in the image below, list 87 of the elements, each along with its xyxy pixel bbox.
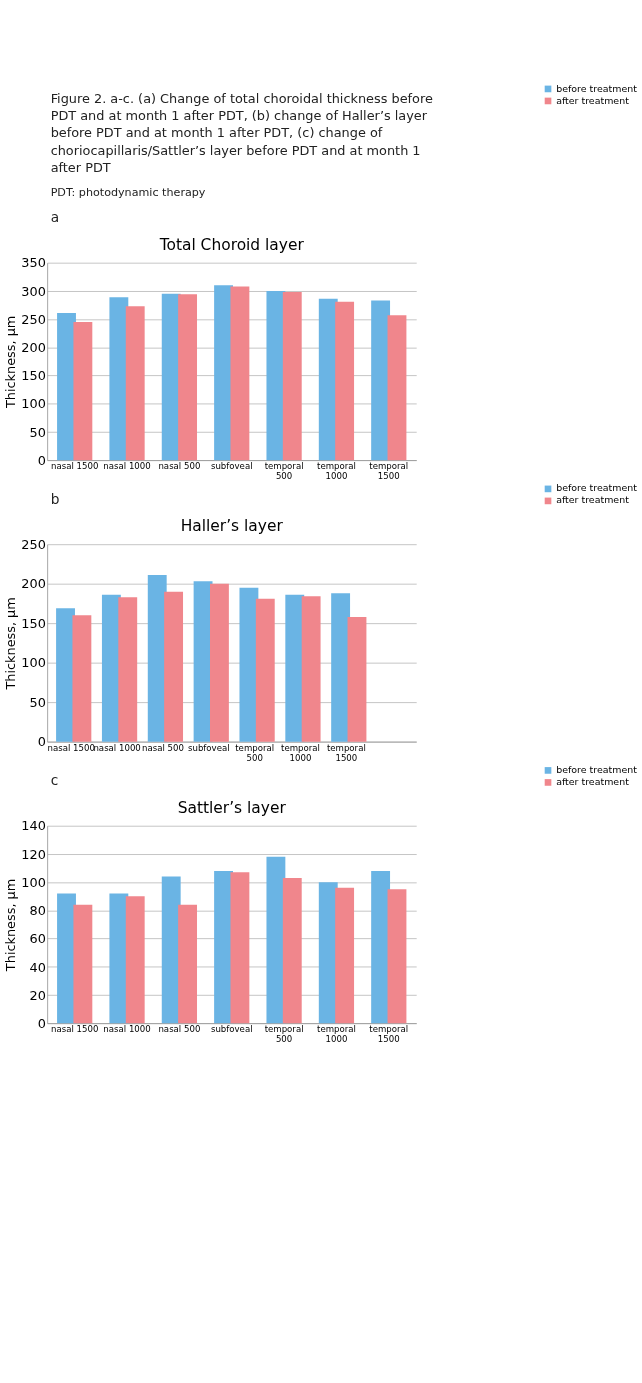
bar [72, 615, 92, 742]
x-tick-label: nasal 500 [158, 1024, 201, 1035]
y-axis-title: Thickness, µm [3, 878, 19, 973]
bar [347, 616, 367, 742]
bar [230, 286, 250, 461]
x-tick-label: temporal 500 [235, 742, 275, 763]
bar [331, 593, 351, 742]
y-tick-label: 200 [21, 340, 46, 356]
bar [230, 872, 250, 1024]
chart-title: Sattler’s layer [177, 798, 287, 817]
legend-label: before treatment [556, 763, 638, 775]
x-tick-label: nasal 1000 [103, 1024, 151, 1035]
y-tick-label: 300 [21, 283, 46, 299]
bar [73, 904, 93, 1024]
text: PDT: photodynamic therapy [50, 185, 206, 199]
bar [125, 896, 145, 1024]
y-tick-label: 20 [29, 987, 46, 1003]
legend-label: after treatment [556, 494, 630, 506]
y-tick-label: 0 [37, 1015, 46, 1031]
legend-label: after treatment [556, 776, 630, 788]
y-tick-label: 150 [21, 615, 46, 631]
x-tick-label: nasal 1500 [51, 1024, 99, 1035]
y-tick-label: 250 [21, 536, 46, 552]
x-tick-label: temporal 1000 [317, 1024, 356, 1045]
x-tick-label: temporal 1500 [369, 461, 409, 482]
bar [164, 591, 184, 742]
x-tick-label: nasal 500 [142, 742, 184, 753]
bar [118, 597, 138, 742]
bar [178, 294, 198, 461]
bar [209, 583, 229, 742]
bar [387, 315, 407, 461]
x-tick-label: temporal 1000 [281, 742, 320, 763]
bar [301, 596, 321, 742]
bar [335, 887, 355, 1024]
bar [178, 904, 198, 1024]
text: a [50, 209, 60, 226]
legend-label: after treatment [556, 94, 630, 106]
bar [255, 598, 275, 742]
bar [73, 321, 93, 461]
bar [239, 587, 259, 742]
x-tick-label: subfoveal [188, 742, 230, 753]
bar [266, 856, 286, 1024]
chart-title: Total Choroid layer [158, 235, 305, 254]
y-tick-label: 100 [21, 396, 46, 412]
x-tick-label: nasal 1500 [51, 461, 99, 472]
text: c [50, 772, 59, 789]
y-tick-label: 120 [21, 846, 46, 862]
legend-label: before treatment [556, 82, 638, 94]
legend-label: before treatment [556, 482, 638, 494]
y-tick-label: 100 [21, 655, 46, 671]
y-tick-label: 60 [29, 931, 46, 947]
text: b [50, 490, 60, 507]
x-tick-label: nasal 1500 [47, 742, 95, 753]
x-tick-label: nasal 1000 [103, 461, 151, 472]
y-tick-label: 250 [21, 311, 46, 327]
y-tick-label: 0 [37, 734, 46, 750]
bar [109, 297, 129, 461]
x-tick-label: temporal 1500 [326, 742, 366, 763]
chart-title: Haller’s layer [180, 517, 284, 536]
caption: Figure 2. a-c. (a) Change of total choroidal thickness before PDT and at month 1 after PDT, (b) change of Haller’s layer before PDT and at month 1 after PDT, (c) change of choriocapillaris/Sattler’s layer before PDT and at month 1 after PDT [50, 91, 433, 175]
x-tick-label: nasal 1000 [93, 742, 141, 753]
y-tick-label: 50 [29, 694, 46, 710]
x-tick-label: subfoveal [210, 1024, 253, 1035]
y-tick-label: 350 [21, 255, 46, 271]
bar [282, 292, 302, 461]
bar [125, 306, 145, 461]
bar [387, 889, 407, 1024]
y-tick-label: 100 [21, 874, 46, 890]
x-tick-label: temporal 500 [264, 1024, 304, 1045]
x-tick-label: subfoveal [210, 461, 253, 472]
bar [371, 870, 391, 1024]
bar [282, 877, 302, 1024]
y-tick-label: 0 [37, 452, 46, 468]
y-tick-label: 200 [21, 576, 46, 592]
bar [371, 300, 391, 461]
x-tick-label: temporal 1000 [317, 461, 356, 482]
x-tick-label: nasal 500 [158, 461, 201, 472]
y-tick-label: 140 [21, 818, 46, 834]
y-tick-label: 150 [21, 368, 46, 384]
y-tick-label: 80 [29, 903, 46, 919]
bar [335, 301, 355, 461]
y-axis-title: Thickness, µm [3, 597, 19, 691]
y-tick-label: 50 [29, 424, 46, 440]
y-axis-title: Thickness, µm [3, 315, 19, 410]
x-tick-label: temporal 1500 [369, 1024, 409, 1045]
x-tick-label: temporal 500 [264, 461, 304, 482]
y-tick-label: 40 [29, 959, 46, 975]
